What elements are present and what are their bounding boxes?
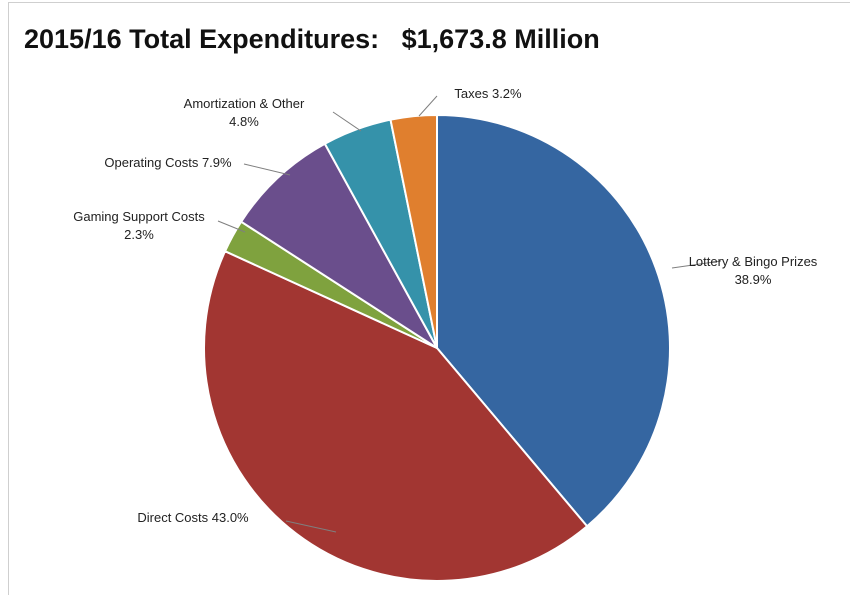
pie-slice-direct-costs: [203, 249, 589, 582]
slice-label-gaming-support-costs: Gaming Support Costs 2.3%: [73, 209, 205, 242]
leader-line: [217, 220, 246, 233]
slice-label-direct-costs: Direct Costs 43.0%: [137, 510, 249, 525]
slice-label-line: Taxes 3.2%: [454, 86, 522, 101]
pie-slice-operating-costs: [239, 142, 438, 349]
slice-label-operating-costs: Operating Costs 7.9%: [104, 155, 232, 170]
slice-label-taxes: Taxes 3.2%: [454, 86, 522, 101]
leader-line: [243, 163, 291, 176]
chart-frame: [8, 2, 850, 595]
pie-slice-taxes: [389, 113, 438, 349]
slice-label-line: Lottery & Bingo Prizes: [689, 254, 818, 269]
slice-label-line: 2.3%: [124, 227, 154, 242]
slice-label-line: 38.9%: [735, 272, 772, 287]
leader-line: [418, 95, 438, 117]
leader-line: [671, 260, 722, 269]
slice-label-line: Operating Costs 7.9%: [104, 155, 232, 170]
slice-label-amortization-other: Amortization & Other 4.8%: [184, 96, 305, 129]
slice-label-line: 4.8%: [229, 114, 259, 129]
leader-line: [332, 111, 362, 132]
chart-title: 2015/16 Total Expenditures: $1,673.8 Mil…: [24, 24, 600, 54]
slice-label-line: Gaming Support Costs: [73, 209, 205, 224]
leader-line: [285, 520, 337, 533]
pie-slice-lottery-bingo-prizes: [436, 113, 672, 528]
slice-label-line: Amortization & Other: [184, 96, 305, 111]
slice-label-line: Direct Costs 43.0%: [137, 510, 249, 525]
slice-label-lottery-bingo-prizes: Lottery & Bingo Prizes 38.9%: [689, 254, 818, 287]
